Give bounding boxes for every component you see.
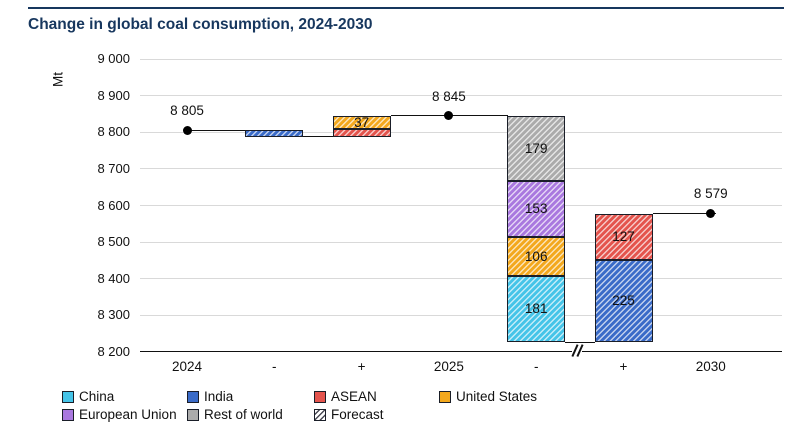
legend-swatch-rest-of-world bbox=[187, 408, 199, 421]
level-dot bbox=[182, 125, 192, 135]
x-tick-label: 2030 bbox=[695, 359, 726, 374]
bar-segment-asean bbox=[332, 129, 391, 137]
bar-segment-india bbox=[245, 130, 304, 137]
level-dot bbox=[444, 111, 454, 121]
legend-item-forecast: Forecast bbox=[314, 407, 439, 422]
legend-label: ASEAN bbox=[331, 389, 377, 404]
x-tick-label: 2024 bbox=[171, 359, 203, 374]
title-rule bbox=[28, 7, 784, 9]
gridline bbox=[140, 278, 782, 280]
legend-item-rest-of-world: Rest of world bbox=[187, 407, 314, 422]
x-tick-label: 2025 bbox=[433, 359, 464, 374]
x-tick-label: - bbox=[533, 359, 539, 374]
level-dot bbox=[706, 208, 716, 218]
y-tick-label: 8 400 bbox=[97, 270, 130, 286]
level-label: 8 805 bbox=[170, 103, 204, 119]
gridline bbox=[140, 314, 782, 316]
bar-segment-label: 225 bbox=[612, 293, 635, 309]
bar-segment-european-union bbox=[507, 181, 566, 238]
bar-segment-united-states bbox=[507, 237, 566, 277]
bar-segment-china bbox=[507, 276, 566, 343]
legend-item-european-union: European Union bbox=[62, 407, 187, 422]
legend-item-india: India bbox=[187, 389, 314, 404]
axis-break-gap bbox=[571, 348, 582, 355]
bar-segment-united-states bbox=[332, 115, 391, 130]
legend-label: United States bbox=[456, 389, 538, 404]
x-tick-label: + bbox=[619, 359, 628, 374]
legend-swatch-forecast bbox=[314, 408, 326, 421]
bar-segment-label: 181 bbox=[524, 301, 548, 317]
legend-swatch-china bbox=[62, 390, 74, 403]
y-tick-label: 9 000 bbox=[97, 51, 130, 66]
y-tick-label: 8 800 bbox=[97, 124, 130, 140]
y-tick-label: 8 900 bbox=[97, 87, 130, 103]
gridline bbox=[140, 95, 782, 97]
y-tick-label: 8 600 bbox=[97, 197, 130, 213]
legend-label: Forecast bbox=[331, 407, 384, 422]
gridline bbox=[140, 205, 782, 206]
legend: China India ASEAN United States European Uni… bbox=[62, 389, 537, 422]
legend-item-china: China bbox=[62, 389, 187, 404]
y-tick-label: 8 700 bbox=[97, 160, 130, 176]
level-label: 8 579 bbox=[693, 186, 728, 202]
legend-label: Rest of world bbox=[204, 407, 283, 422]
connector-line bbox=[303, 135, 334, 138]
connector-line bbox=[187, 129, 247, 132]
legend-item-asean: ASEAN bbox=[314, 389, 439, 404]
legend-swatch-india bbox=[187, 390, 199, 403]
bar-segment-label: 127 bbox=[612, 228, 635, 244]
x-axis-line bbox=[140, 350, 782, 353]
bar-segment-label: 153 bbox=[524, 201, 548, 217]
legend-item-united-states: United States bbox=[439, 389, 537, 404]
bar-segment-asean bbox=[594, 213, 653, 261]
legend-label: China bbox=[79, 389, 115, 404]
legend-swatch-asean bbox=[314, 390, 326, 403]
y-tick-label: 8 300 bbox=[97, 307, 130, 323]
bar-segment-india bbox=[594, 260, 653, 343]
legend-label: India bbox=[204, 389, 234, 404]
x-tick-label: - bbox=[272, 359, 277, 374]
chart-title: Change in global coal consumption, 2024-… bbox=[28, 16, 373, 33]
gridline bbox=[140, 131, 782, 133]
legend-swatch-european-union bbox=[62, 408, 74, 421]
bar-segment-label: 179 bbox=[524, 140, 548, 156]
y-tick-label: 8 500 bbox=[97, 234, 130, 250]
bar-segment-rest-of-world bbox=[507, 115, 566, 182]
level-label: 8 845 bbox=[431, 88, 466, 104]
bar-segment-label: 37 bbox=[354, 114, 370, 130]
gridline bbox=[140, 168, 782, 170]
gridline bbox=[140, 58, 782, 60]
x-tick-label: + bbox=[357, 359, 366, 374]
gridline bbox=[140, 241, 782, 243]
connector-line bbox=[565, 341, 596, 344]
plot-area: 37 181 106 153 179 225 127 8 805 8 845 8 579 bbox=[140, 58, 782, 357]
bar-segment-label: 106 bbox=[524, 248, 548, 264]
y-tick-label: 8 200 bbox=[97, 344, 130, 359]
legend-label: European Union bbox=[79, 407, 177, 422]
legend-swatch-united-states bbox=[439, 390, 451, 403]
connector-line bbox=[652, 212, 716, 215]
